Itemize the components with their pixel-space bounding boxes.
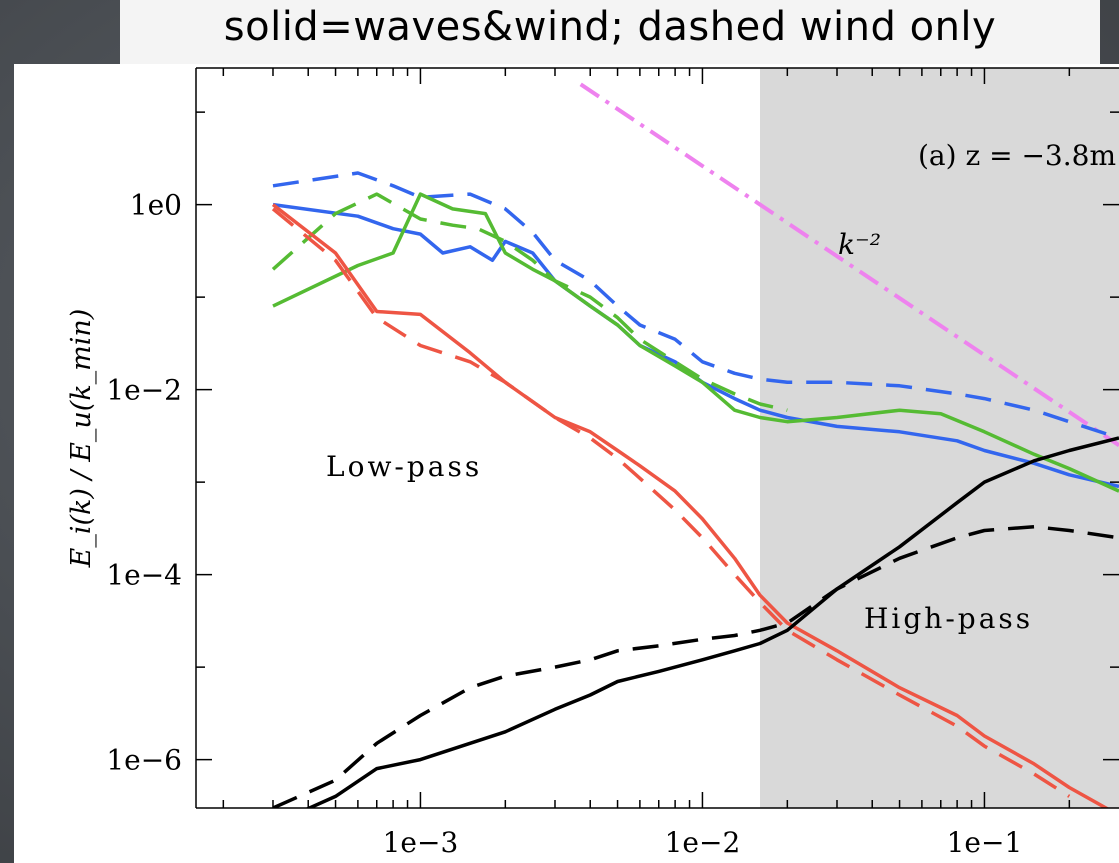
high-pass-label: High-pass [864,602,1033,635]
chart-caption: solid=waves&wind; dashed wind only [223,4,997,50]
y-tick-label: 1e0 [130,189,182,222]
y-tick-label: 1e−6 [106,744,182,777]
y-axis-label: E_i(k) / E_u(k_min) [66,309,97,569]
low-pass-label: Low-pass [326,450,482,483]
chart-caption-banner: solid=waves&wind; dashed wind only [120,0,1100,64]
series-line-3 [272,192,1119,493]
x-tick-label: 1e−1 [947,826,1023,859]
series-line-7 [305,436,1119,808]
y-tick-label: 1e−4 [106,559,182,592]
series-line-4 [271,192,788,412]
series-line-2 [272,171,1119,440]
x-tick-label: 1e−3 [383,826,459,859]
reference-slope-label: k⁻² [838,228,881,261]
x-tick-label: 1e−2 [665,826,741,859]
panel-label: (a) z = −3.8m [918,139,1116,172]
y-tick-label: 1e−2 [106,374,182,407]
series-line-6 [271,207,1071,798]
series-line-8 [272,524,1119,808]
reference-slope-line [579,82,1119,447]
series-line-5 [271,203,1110,808]
